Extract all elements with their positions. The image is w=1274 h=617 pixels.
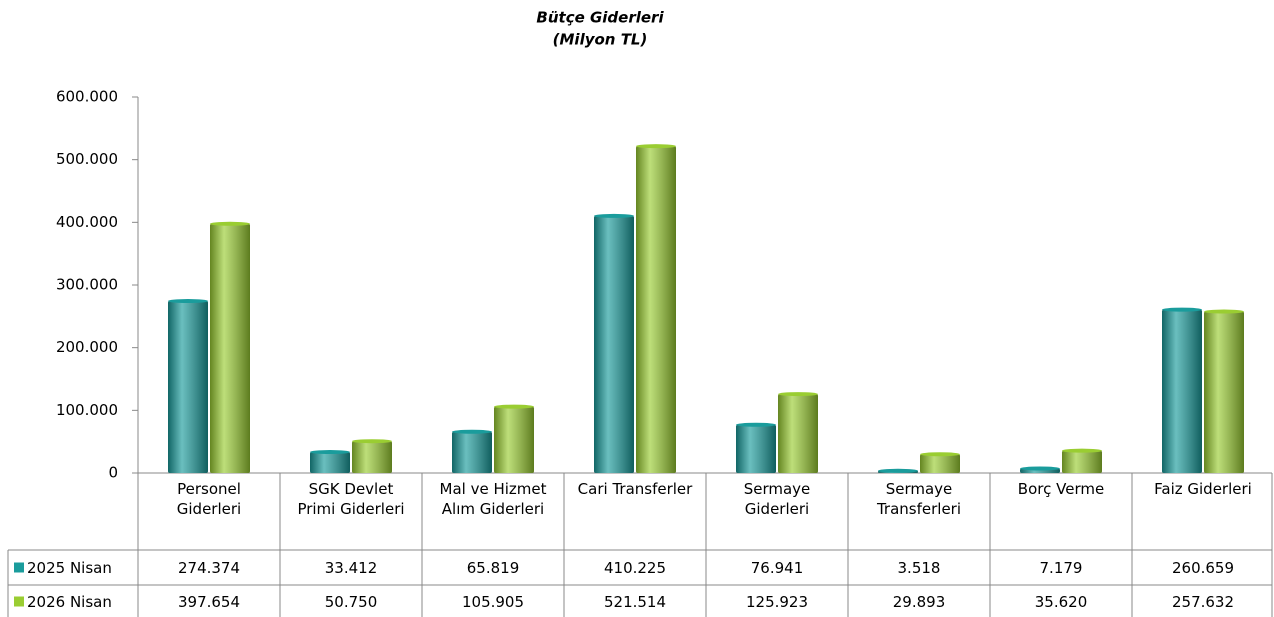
bar-shade [778, 394, 818, 473]
data-label: 521.514 [604, 593, 666, 611]
bar-shade [736, 424, 776, 473]
y-tick-label: 200.000 [56, 338, 118, 356]
bar-group [352, 439, 392, 473]
bar-shade [636, 146, 676, 473]
bar-group [210, 221, 250, 473]
data-label: 397.654 [178, 593, 240, 611]
bar-shade [1204, 311, 1244, 473]
bar-shade [594, 215, 634, 473]
bar-cap [494, 404, 534, 409]
bar-group [636, 144, 676, 473]
bar-shade [494, 406, 534, 473]
bar-cap [1204, 309, 1244, 314]
y-tick-label: 600.000 [56, 88, 118, 106]
bar-group [1020, 466, 1060, 473]
data-label: 35.620 [1035, 593, 1088, 611]
x-tick-label: Mal ve Hizmet Alım Giderleri [439, 480, 547, 518]
bar-shade [168, 301, 208, 473]
x-tick-label: Sermaye Transferleri [876, 480, 962, 518]
data-label: 3.518 [898, 559, 941, 577]
bar-cap [636, 144, 676, 149]
bar-group [1062, 448, 1102, 473]
legend-label: 2025 Nisan [27, 559, 112, 577]
bar-cap [778, 392, 818, 397]
y-tick-label: 100.000 [56, 401, 118, 419]
bar-group [920, 452, 960, 473]
data-label: 125.923 [746, 593, 808, 611]
bar-cap [1062, 448, 1102, 453]
bar-cap [736, 422, 776, 427]
bar-shade [1162, 309, 1202, 473]
data-label: 260.659 [1172, 559, 1234, 577]
chart-title: Bütçe Giderleri [536, 9, 664, 27]
bar-cap [1162, 307, 1202, 312]
data-label: 65.819 [467, 559, 520, 577]
bar-shade [310, 452, 350, 473]
x-tick-label: Personel Giderleri [176, 480, 242, 518]
x-tick-label: Faiz Giderleri [1154, 480, 1252, 498]
bar-shade [352, 441, 392, 473]
x-tick-label: SGK Devlet Primi Giderleri [297, 480, 405, 518]
data-label: 105.905 [462, 593, 524, 611]
x-tick-label: Sermaye Giderleri [743, 480, 811, 518]
bar-cap [310, 450, 350, 455]
data-label: 410.225 [604, 559, 666, 577]
bar-group [736, 422, 776, 473]
bar-shade [1062, 450, 1102, 473]
bar-group [594, 213, 634, 473]
bar-cap [452, 429, 492, 434]
chart-subtitle: (Milyon TL) [553, 31, 648, 49]
bar-group [494, 404, 534, 473]
data-label: 274.374 [178, 559, 240, 577]
bar-group [778, 392, 818, 473]
data-label: 76.941 [751, 559, 804, 577]
bar-group [1204, 309, 1244, 473]
y-tick-label: 500.000 [56, 150, 118, 168]
bar-group [168, 299, 208, 473]
data-label: 29.893 [893, 593, 946, 611]
data-label: 50.750 [325, 593, 378, 611]
bar-cap [352, 439, 392, 444]
y-tick-label: 0 [108, 464, 118, 482]
bar-cap [210, 221, 250, 226]
bar-group [878, 468, 918, 473]
data-label: 257.632 [1172, 593, 1234, 611]
legend-label: 2026 Nisan [27, 593, 112, 611]
bar-cap [1020, 466, 1060, 471]
y-tick-label: 300.000 [56, 276, 118, 294]
x-tick-label: Cari Transferler [577, 480, 693, 498]
y-tick-label: 400.000 [56, 213, 118, 231]
bar-group [310, 450, 350, 473]
bar-group [452, 429, 492, 473]
bar-shade [920, 454, 960, 473]
bar-shade [210, 223, 250, 473]
bar-group [1162, 307, 1202, 473]
data-label: 33.412 [325, 559, 378, 577]
x-tick-label: Borç Verme [1017, 480, 1105, 498]
bar-cap [168, 299, 208, 304]
data-label: 7.179 [1040, 559, 1083, 577]
legend-swatch [14, 596, 24, 607]
bar-shade [452, 431, 492, 473]
bar-cap [594, 213, 634, 218]
bar-cap [920, 452, 960, 457]
legend-swatch [14, 562, 24, 573]
bar-cap [878, 468, 918, 473]
